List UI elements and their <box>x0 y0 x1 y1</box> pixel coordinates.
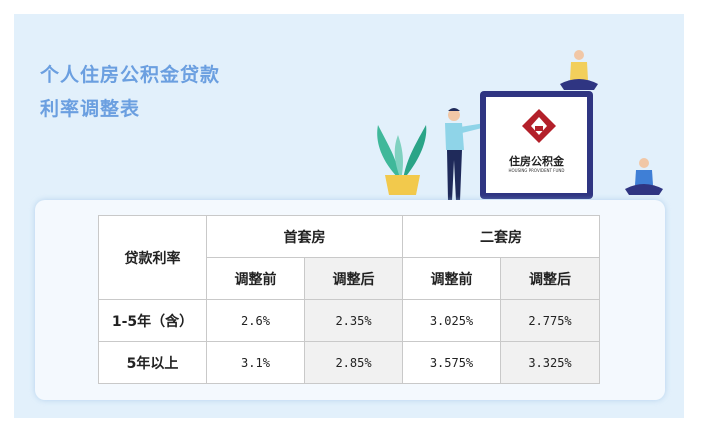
group-header-first-home: 首套房 <box>206 215 403 258</box>
man-sitting-laptop-illustration <box>560 50 598 90</box>
rate-cell: 3.325% <box>500 341 600 384</box>
subheader-after: 调整后 <box>500 257 600 300</box>
rate-cell: 2.85% <box>304 341 403 384</box>
corner-header: 贷款利率 <box>98 215 207 300</box>
housing-fund-board: 住房公积金 HOUSING PROVIDENT FUND <box>480 91 593 199</box>
table-row: 1-5年（含） 2.6% 2.35% 3.025% 2.775% <box>98 299 600 342</box>
page-title: 个人住房公积金贷款 <box>40 64 221 86</box>
logo-subtitle: HOUSING PROVIDENT FUND <box>508 168 565 173</box>
man-presenting-illustration <box>445 108 486 201</box>
rate-cell: 2.775% <box>500 299 600 342</box>
rate-cell: 2.6% <box>206 299 305 342</box>
plant-illustration <box>377 125 427 195</box>
rate-cell: 3.575% <box>402 341 501 384</box>
row-label: 1-5年（含） <box>98 299 207 342</box>
table-row: 5年以上 3.1% 2.85% 3.575% 3.325% <box>98 341 600 384</box>
rate-cell: 2.35% <box>304 299 403 342</box>
row-label: 5年以上 <box>98 341 207 384</box>
housing-fund-logo-icon <box>522 109 556 143</box>
subheader-before: 调整前 <box>206 257 305 300</box>
page-subtitle: 利率调整表 <box>40 98 141 120</box>
woman-sitting-laptop-illustration <box>625 158 663 195</box>
group-header-second-home: 二套房 <box>402 215 600 258</box>
rate-cell: 3.025% <box>402 299 501 342</box>
subheader-before: 调整前 <box>402 257 501 300</box>
rate-table: 贷款利率 首套房 二套房 调整前 调整后 调整前 调整后 1-5年（含） 2.6… <box>98 215 600 384</box>
subheader-after: 调整后 <box>304 257 403 300</box>
rate-cell: 3.1% <box>206 341 305 384</box>
logo-name: 住房公积金 <box>509 155 564 168</box>
